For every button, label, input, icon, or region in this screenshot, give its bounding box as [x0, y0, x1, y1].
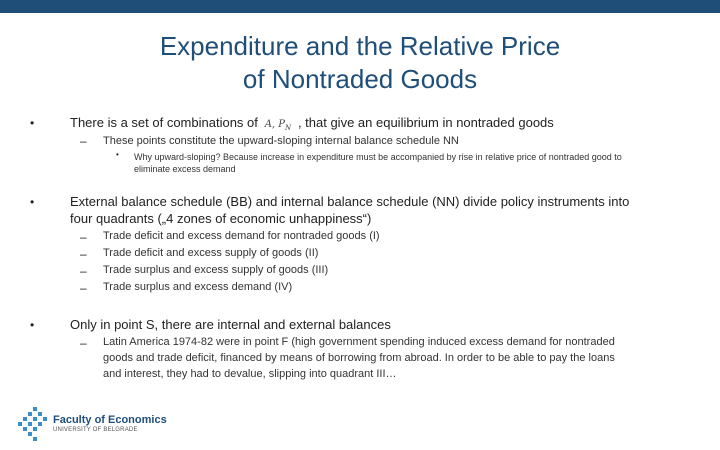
latin-america-line-1: Latin America 1974-82 were in point F (h…: [103, 336, 615, 348]
logo-name: Faculty of Economics: [53, 414, 167, 426]
bullet-1-text-before: There is a set of combinations of: [70, 115, 258, 130]
bullet-3-text: Only in point S, there are internal and …: [70, 317, 391, 332]
bullet-2-text: External balance schedule (BB) and inter…: [70, 193, 629, 227]
top-accent-bar: [0, 0, 720, 13]
title-line-1: Expenditure and the Relative Price: [159, 31, 561, 61]
dash-marker: –: [80, 264, 87, 278]
math-main: A, P: [264, 119, 285, 130]
bullet-marker: •: [30, 195, 35, 209]
latin-america-line-3: and interest, they had to devalue, slipp…: [103, 368, 397, 380]
quadrant-item: Trade surplus and excess supply of goods…: [103, 264, 329, 276]
quadrant-item: Trade deficit and excess supply of goods…: [103, 247, 319, 259]
page-title: Expenditure and the Relative Price of No…: [0, 30, 720, 96]
bullet-1-sub-1: These points constitute the upward-slopi…: [103, 135, 459, 147]
logo-subtitle: UNIVERSITY OF BELGRADE: [53, 427, 138, 433]
bullet-marker: •: [30, 116, 35, 130]
dash-marker: –: [80, 336, 87, 350]
bullet-marker: •: [30, 318, 35, 332]
title-line-2: of Nontraded Goods: [242, 64, 478, 94]
note-line-2: eliminate excess demand: [134, 164, 236, 174]
bullet-2-line-2: four quadrants („4 zones of economic unh…: [70, 211, 372, 226]
bullet-1-sub-1-sub-1: Why upward-sloping? Because increase in …: [134, 151, 622, 175]
bullet-1-text-after: , that give an equilibrium in nontraded …: [297, 115, 554, 130]
quadrant-item: Trade deficit and excess demand for nont…: [103, 230, 380, 242]
note-line-1: Why upward-sloping? Because increase in …: [134, 152, 622, 162]
math-subscript: N: [285, 124, 292, 132]
faculty-logo: Faculty of Economics UNIVERSITY OF BELGR…: [18, 406, 167, 442]
dash-marker: –: [80, 281, 87, 295]
dash-marker: –: [80, 134, 87, 148]
latin-america-line-2: goods and trade deficit, financed by mea…: [103, 352, 615, 364]
bullet-3-sub-1: Latin America 1974-82 were in point F (h…: [103, 334, 615, 382]
math-expression: A, PN: [262, 119, 295, 132]
dash-marker: –: [80, 230, 87, 244]
bullet-marker: •: [116, 150, 119, 159]
quadrant-item: Trade surplus and excess demand (IV): [103, 281, 293, 293]
logo-dots-icon: [18, 407, 47, 441]
bullet-2-line-1: External balance schedule (BB) and inter…: [70, 194, 630, 209]
bullet-1-text: There is a set of combinations of A, PN …: [70, 114, 554, 137]
dash-marker: –: [80, 247, 87, 261]
